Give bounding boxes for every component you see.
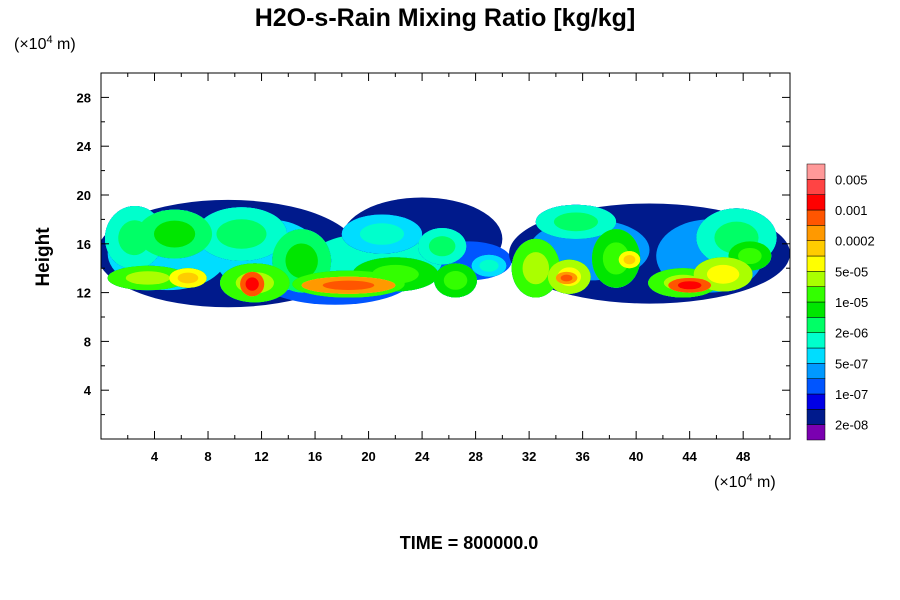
rain-cell-6-level-15 <box>245 277 259 291</box>
x-tick-label: 8 <box>204 449 211 464</box>
contour-field <box>101 197 790 308</box>
x-tick-label: 24 <box>415 449 430 464</box>
y-tick-label: 4 <box>84 383 92 398</box>
x-tick-label: 4 <box>151 449 159 464</box>
x-tick-label: 32 <box>522 449 536 464</box>
x-tick-label: 16 <box>308 449 322 464</box>
x-unit-label: (×104 m) <box>714 472 776 491</box>
colorbar-legend: 2e-08 1e-07 5e-07 2e-06 1e-05 5e-05 0.0002 0.00… <box>806 163 875 441</box>
colorbar-label: 2e-08 <box>835 418 868 433</box>
colorbar-swatch-13 <box>806 225 826 241</box>
colorbar-swatch-6 <box>806 332 826 349</box>
colorbar-label: 5e-05 <box>835 264 868 279</box>
colorbar-label: 0.001 <box>835 203 868 218</box>
y-tick-label: 24 <box>77 139 92 154</box>
rain-cell-18-level-14 <box>560 274 573 282</box>
colorbar-label: 2e-06 <box>835 326 868 341</box>
colorbar-swatch-4 <box>806 363 826 379</box>
x-tick-label: 44 <box>682 449 697 464</box>
colorbar-swatch-2 <box>806 393 826 410</box>
colorbar-swatch-11 <box>806 255 826 272</box>
y-tick-label: 28 <box>77 90 91 105</box>
colorbar-swatch-12 <box>806 240 826 257</box>
rain-cell-25-level-9 <box>738 247 762 265</box>
rain-cell-15-level-10 <box>522 252 550 285</box>
rain-cell-2-level-10 <box>125 271 170 285</box>
colorbar-label: 1e-05 <box>835 295 868 310</box>
colorbar-swatch-8 <box>806 301 826 318</box>
colorbar-swatch-0 <box>806 424 826 441</box>
rain-cell-19-level-9 <box>602 242 630 275</box>
rain-cell-13-level-9 <box>443 271 468 290</box>
y-tick-label: 8 <box>84 334 91 349</box>
colorbar-label: 0.0002 <box>835 234 875 249</box>
y-unit-label: (×104 m) <box>14 34 76 53</box>
y-tick-label: 16 <box>77 237 91 252</box>
rain-cell-10-level-9 <box>371 264 419 284</box>
colorbar-swatch-14 <box>806 209 826 226</box>
rain-cell-7-level-8 <box>285 243 318 279</box>
x-tick-label: 20 <box>361 449 375 464</box>
x-tick-label: 40 <box>629 449 643 464</box>
rain-cell-11-level-6 <box>359 223 405 245</box>
rain-cell-23-level-11 <box>706 264 740 284</box>
y-tick-label: 12 <box>77 286 91 301</box>
rain-cell-9-level-14 <box>322 280 375 290</box>
plot-frame <box>100 72 791 440</box>
y-axis-label: Height <box>33 227 54 287</box>
rain-cell-20-level-12 <box>623 254 636 265</box>
colorbar-label: 5e-07 <box>835 356 868 371</box>
x-tick-label: 28 <box>468 449 482 464</box>
rain-cell-1-level-8 <box>153 220 196 248</box>
colorbar-swatch-1 <box>806 409 826 425</box>
y-tick-label: 20 <box>77 188 91 203</box>
x-tick-label: 12 <box>254 449 268 464</box>
colorbar-swatch-3 <box>806 378 826 395</box>
colorbar-swatch-5 <box>806 347 826 364</box>
colorbar-swatch-16 <box>806 179 826 195</box>
colorbar-swatch-9 <box>806 286 826 303</box>
rain-cell-12-level-7 <box>428 236 456 257</box>
colorbar-label: 1e-07 <box>835 387 868 402</box>
time-label: TIME = 800000.0 <box>400 533 539 553</box>
chart-title: H2O-s-Rain Mixing Ratio [kg/kg] <box>255 4 636 32</box>
rain-cell-3-level-12 <box>177 272 199 284</box>
colorbar-label: 0.005 <box>835 172 868 187</box>
rain-cell-16-level-7 <box>553 212 599 232</box>
rain-cell-4-level-7 <box>216 219 267 249</box>
rain-cell-14-level-6 <box>479 259 499 272</box>
colorbar-swatch-17 <box>806 163 826 180</box>
colorbar-swatch-7 <box>806 317 826 333</box>
rain-cell-22-level-15 <box>677 281 702 290</box>
colorbar-swatch-15 <box>806 194 826 211</box>
x-tick-label: 48 <box>736 449 750 464</box>
colorbar-swatch-10 <box>806 271 826 287</box>
x-tick-label: 36 <box>575 449 589 464</box>
